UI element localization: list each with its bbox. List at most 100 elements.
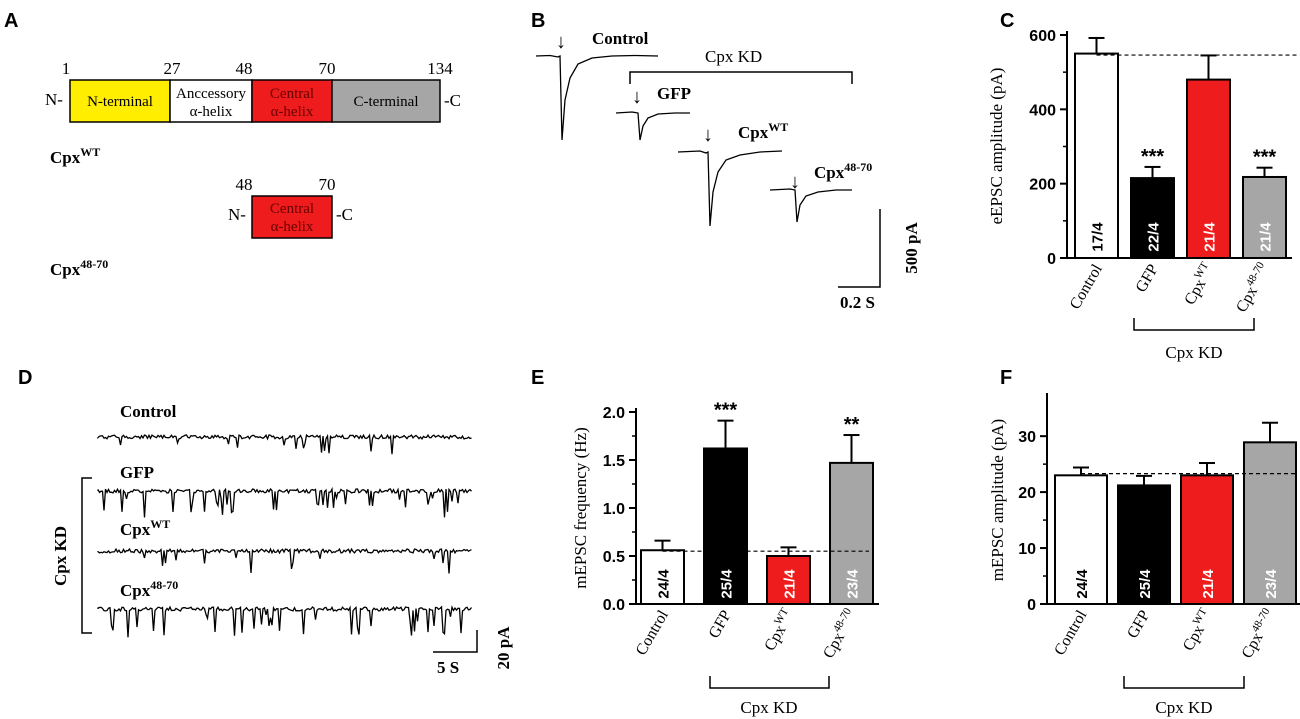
category-base: Cpx [1180, 622, 1208, 654]
panel-d: D Control GFP CpxWT Cpx48-70 Cpx KD 20 p… [18, 367, 513, 677]
bar-2 [1186, 78, 1231, 259]
c-terminus-label: -C [444, 91, 461, 110]
trace-label-gfp-d: GFP [120, 463, 154, 482]
cpx-kd-bracket-d [81, 477, 92, 634]
domain-c-terminal [331, 79, 441, 123]
group-bracket [1123, 676, 1245, 689]
domain-label-c-terminal: C-terminal [354, 94, 419, 110]
category-label-0: Control [633, 607, 672, 658]
bar-3 [1242, 175, 1287, 259]
trace-gfp [615, 111, 690, 141]
domain-n-terminal [69, 79, 171, 123]
category-base: Control [633, 607, 672, 658]
group-label: Cpx KD [740, 698, 797, 717]
y-tick-label: 1.0 [603, 501, 625, 518]
bar-2 [766, 555, 811, 605]
y-axis-label: mEPSC frequency (Hz) [571, 427, 590, 588]
bar-0 [1054, 474, 1108, 605]
n-label-3: 21/4 [1258, 222, 1275, 252]
category-base: Control [1051, 607, 1090, 658]
position-27: 27 [164, 59, 182, 78]
group-bracket [709, 676, 830, 689]
panel-label-d: D [18, 367, 32, 389]
trunc-domain-label-central: Central [270, 201, 314, 217]
y-axis-label: eEPSC amplitude (pA) [987, 68, 1006, 225]
bar-3 [1243, 441, 1297, 605]
cpx-trunc-label: Cpx48-70 [50, 257, 108, 279]
y-tick-label: 200 [1029, 177, 1056, 194]
trace-wt-d [97, 547, 472, 574]
category-label-1: GFP [706, 607, 735, 641]
category-base: Cpx [1233, 284, 1261, 316]
trace-label-control: Control [592, 29, 649, 48]
arrow-wt: ↓ [703, 124, 713, 146]
panel-label-c: C [1000, 10, 1014, 32]
scale-y-label-b: 500 pA [902, 222, 921, 274]
category-base: GFP [1133, 261, 1162, 295]
trace-gfp-d [97, 486, 472, 518]
trace-label-trunc-d: Cpx48-70 [120, 578, 178, 600]
position-134: 134 [427, 59, 453, 78]
n-label-1: 25/4 [719, 569, 736, 599]
y-tick-label: 10 [1018, 541, 1036, 558]
category-base: Cpx [1181, 276, 1209, 308]
trunc-position-48: 48 [236, 175, 253, 194]
y-tick-label: 20 [1018, 485, 1036, 502]
scale-y-label-d: 20 pA [494, 626, 513, 670]
category-label-3: Cpx48-70 [1230, 260, 1274, 316]
category-base: Control [1067, 261, 1106, 312]
y-tick-label: 0.0 [603, 597, 625, 614]
domain-label-central: Central [270, 86, 314, 102]
position-70: 70 [319, 59, 336, 78]
group-label: Cpx KD [1155, 698, 1212, 717]
scale-x-label-d: 5 S [437, 658, 459, 677]
y-tick-label: 0.5 [603, 549, 625, 566]
position-48: 48 [236, 59, 253, 78]
panel-label-b: B [531, 10, 545, 32]
trace-control [535, 54, 659, 141]
trunc-domain-central [251, 195, 333, 239]
category-label-2: CpxWT [1177, 606, 1216, 654]
category-label-3: Cpx48-70 [1236, 606, 1280, 662]
chart-c: C 0 200 400 600 eEPSC amplitude (pA) 17/4 Contr… [987, 10, 1297, 362]
trace-label-gfp: GFP [657, 84, 691, 103]
significance-1: *** [1141, 146, 1165, 168]
category-label-1: GFP [1133, 261, 1162, 295]
cpx-kd-bracket-b [629, 71, 853, 84]
chart-e: E 0.0 0.5 1.0 1.5 2.0 mEPSC frequency (Hz) 24/4… [531, 367, 879, 717]
y-tick-label: 30 [1018, 429, 1036, 446]
bar-1 [1117, 484, 1171, 605]
trace-label-wt-d: CpxWT [120, 517, 170, 539]
n-label-1: 22/4 [1146, 222, 1163, 252]
y-tick-label: 0 [1027, 597, 1036, 614]
panel-b: B ↓ Control Cpx KD ↓ GFP ↓ CpxWT ↓ Cpx48… [531, 10, 921, 312]
cpx-wt-label: CpxWT [50, 145, 100, 167]
category-label-2: CpxWT [759, 606, 798, 654]
n-terminus-label: N- [45, 90, 63, 109]
y-tick-label: 600 [1029, 28, 1056, 45]
trace-trunc [769, 188, 852, 223]
n-label-3: 23/4 [845, 569, 862, 599]
trunc-domain-label-helix: α-helix [271, 219, 314, 235]
y-tick-label: 400 [1029, 102, 1056, 119]
category-base: GFP [1124, 607, 1153, 641]
panel-label-e: E [531, 367, 544, 389]
y-tick-label: 2.0 [603, 405, 625, 422]
scale-bar-b [838, 209, 881, 288]
category-sup: 48-70 [1244, 260, 1267, 289]
trunc-c-terminus: -C [336, 205, 353, 224]
domain-label-central-helix: α-helix [271, 104, 314, 120]
chart-f: F 0 10 20 30 mEPSC amplitude (pA) 24/4 Control 2… [988, 367, 1300, 717]
panel-label-a: A [4, 10, 18, 32]
domain-label-accessory-helix: α-helix [190, 104, 233, 120]
category-base: Cpx [820, 630, 848, 662]
n-label-2: 21/4 [1202, 222, 1219, 252]
arrow-control: ↓ [556, 31, 566, 53]
cpx-kd-label-b: Cpx KD [705, 47, 762, 66]
trunc-n-terminus: N- [228, 205, 246, 224]
n-label-1: 25/4 [1137, 569, 1154, 599]
trace-control-d [97, 433, 472, 455]
domain-label-accessory: Anccessory [176, 86, 246, 102]
